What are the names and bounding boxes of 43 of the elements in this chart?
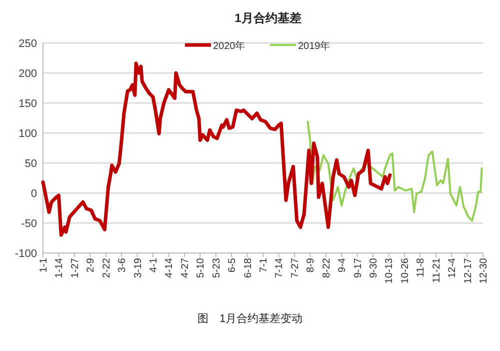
x-tick-label: 12-17 — [462, 258, 474, 284]
y-tick-label: 250 — [18, 38, 37, 50]
x-tick-label: 5-23 — [211, 258, 222, 278]
x-tick-label: 1-1 — [38, 258, 50, 272]
x-tick-label: 10-26 — [400, 258, 411, 284]
x-tick-label: 12-30 — [478, 258, 490, 284]
line-series — [306, 120, 483, 222]
caption: 图 1月合约基差变动 — [197, 312, 303, 325]
line-series — [41, 62, 392, 237]
x-tick-label: 1-14 — [54, 258, 66, 278]
x-tick-label: 2-9 — [86, 258, 97, 272]
y-tick-label: 100 — [18, 128, 37, 140]
x-tick-label: 10-13 — [384, 258, 396, 284]
y-tick-label: 50 — [24, 158, 37, 170]
x-tick-label: 6-5 — [227, 258, 238, 272]
y-tick-label: -100 — [14, 248, 37, 260]
x-tick-label: 2-22 — [101, 258, 112, 278]
y-tick-label: 150 — [18, 98, 37, 110]
x-tick-label: 11-8 — [416, 258, 427, 278]
chart-title: 1月合约基差 — [234, 11, 302, 25]
x-tick-label: 3-19 — [132, 258, 144, 278]
x-tick-label: 4-27 — [180, 258, 191, 278]
x-tick-label: 8-9 — [306, 258, 317, 272]
x-tick-label: 6-18 — [242, 258, 254, 278]
x-tick-label: 5-10 — [196, 258, 207, 278]
x-tick-label: 8-22 — [321, 258, 332, 278]
x-tick-label: 12-4 — [447, 258, 458, 278]
x-tick-label: 9-4 — [337, 258, 348, 272]
x-tick-label: 3-6 — [117, 258, 128, 272]
x-tick-label: 7-14 — [274, 258, 286, 278]
x-tick-label: 7-27 — [290, 258, 301, 278]
y-tick-label: 200 — [18, 68, 37, 80]
x-tick-label: 9-30 — [368, 258, 380, 278]
x-tick-label: 9-17 — [352, 258, 364, 278]
x-tick-label: 4-1 — [148, 258, 160, 272]
y-tick-label: 0 — [30, 188, 37, 200]
legend-label: 2019年 — [298, 40, 330, 52]
x-tick-label: 1-27 — [70, 258, 81, 278]
x-tick-label: 4-14 — [164, 258, 176, 278]
y-tick-label: -50 — [21, 218, 37, 230]
x-tick-label: 11-21 — [431, 258, 442, 283]
x-tick-label: 7-1 — [258, 258, 270, 272]
legend-label: 2020年 — [213, 40, 246, 52]
